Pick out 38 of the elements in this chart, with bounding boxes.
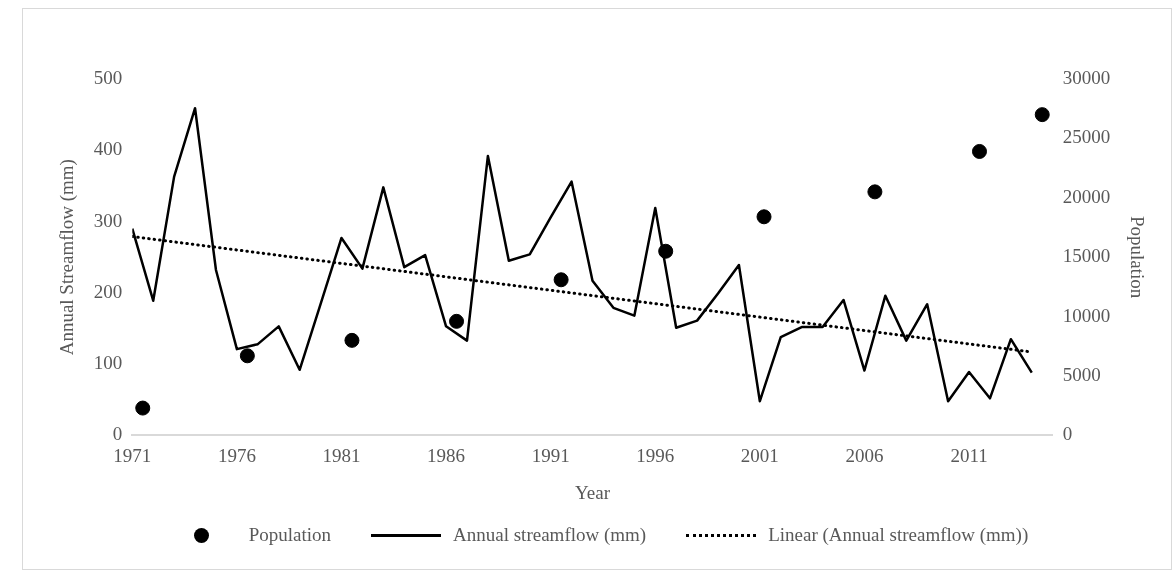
legend-label: Linear (Annual streamflow (mm)) (768, 524, 1029, 546)
point (553, 272, 569, 288)
y-tick-label: 0 (112, 423, 123, 445)
y-axis-title: Annual Streamflow (mm) (56, 159, 79, 356)
point (756, 209, 772, 225)
y2-tick-label: 0 (1062, 423, 1073, 445)
x-tick-label: 1996 (636, 444, 675, 466)
point (867, 184, 883, 200)
x-tick-label: 1976 (217, 444, 256, 466)
point (658, 243, 674, 259)
y2-tick-label: 5000 (1062, 363, 1101, 385)
x-tick-label: 2006 (845, 444, 884, 466)
y2-tick-label: 30000 (1062, 66, 1111, 88)
point (449, 313, 465, 329)
point (971, 143, 987, 159)
x-tick-label: 2001 (740, 444, 779, 466)
point (239, 348, 255, 364)
x-tick-label: 1981 (322, 444, 361, 466)
y-tick-label: 400 (93, 138, 123, 160)
y2-tick-label: 15000 (1062, 245, 1111, 267)
point (344, 332, 360, 348)
point (1034, 107, 1050, 123)
y-tick-label: 100 (93, 352, 123, 374)
y2-tick-label: 25000 (1062, 126, 1111, 148)
legend-label: Population (248, 524, 332, 546)
y-tick-label: 500 (93, 66, 123, 88)
y-tick-label: 300 (93, 209, 123, 231)
x-tick-label: 2011 (950, 444, 988, 466)
legend-label: Annual streamflow (mm) (453, 524, 647, 546)
x-tick-label: 1986 (427, 444, 466, 466)
y2-axis-title: Population (1126, 216, 1148, 299)
x-tick-label: 1991 (531, 444, 570, 466)
x-axis-title: Year (574, 481, 611, 503)
y2-tick-label: 20000 (1062, 185, 1111, 207)
y-tick-label: 200 (93, 280, 123, 302)
point (135, 400, 151, 416)
y2-tick-label: 10000 (1062, 304, 1111, 326)
x-tick-label: 1971 (113, 444, 152, 466)
